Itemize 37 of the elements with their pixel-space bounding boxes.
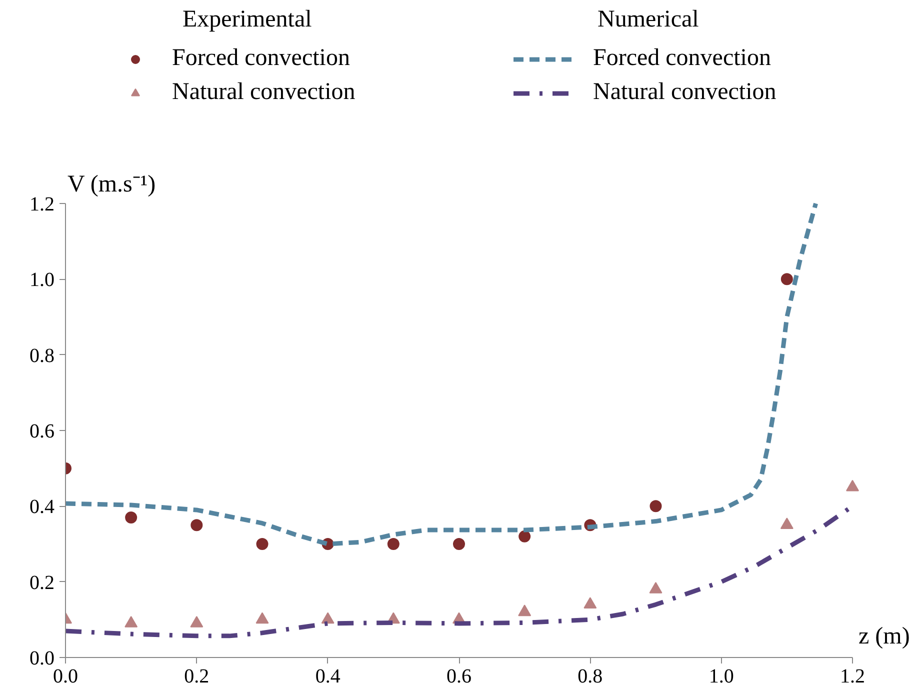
x-tick-label: 1.0 <box>708 666 734 688</box>
y-tick-label: 1.2 <box>30 194 54 216</box>
point <box>190 616 204 628</box>
y-tick-label: 0.2 <box>30 572 54 594</box>
x-axis-title: z (m) <box>858 624 910 650</box>
x-tick-label: 1.2 <box>840 666 865 688</box>
point <box>453 538 465 550</box>
point <box>584 597 597 608</box>
text: Experimental <box>182 6 312 32</box>
y-tick-label: 1.0 <box>30 269 54 292</box>
y-tick-label: 0.4 <box>30 496 54 518</box>
legend-label: Forced convection <box>593 45 771 72</box>
point <box>256 612 269 624</box>
x-tick-label: 0.8 <box>578 666 603 688</box>
legend-label: Natural convection <box>172 79 356 106</box>
x-tick-label: 0.4 <box>315 666 340 688</box>
point <box>125 512 138 524</box>
point <box>190 519 203 532</box>
y-tick-label: 0.0 <box>30 648 54 670</box>
text: Numerical <box>598 6 700 32</box>
y-tick-label: 0.8 <box>30 344 54 367</box>
point <box>387 538 400 550</box>
x-tick-label: 0.6 <box>446 666 472 688</box>
x-tick-label: 0.2 <box>184 666 210 688</box>
point <box>650 500 662 512</box>
point <box>124 616 138 628</box>
point <box>256 538 268 550</box>
point <box>780 518 794 530</box>
y-tick-label: 0.6 <box>30 420 54 442</box>
legend-label: Natural convection <box>593 79 776 106</box>
point <box>518 530 531 542</box>
point <box>321 612 334 624</box>
x-tick-label: 0.0 <box>53 666 78 688</box>
y-axis-title: V (m.s⁻¹) <box>68 172 156 198</box>
legend-label: Forced convection <box>172 45 350 72</box>
point <box>649 582 662 594</box>
point <box>518 604 532 616</box>
